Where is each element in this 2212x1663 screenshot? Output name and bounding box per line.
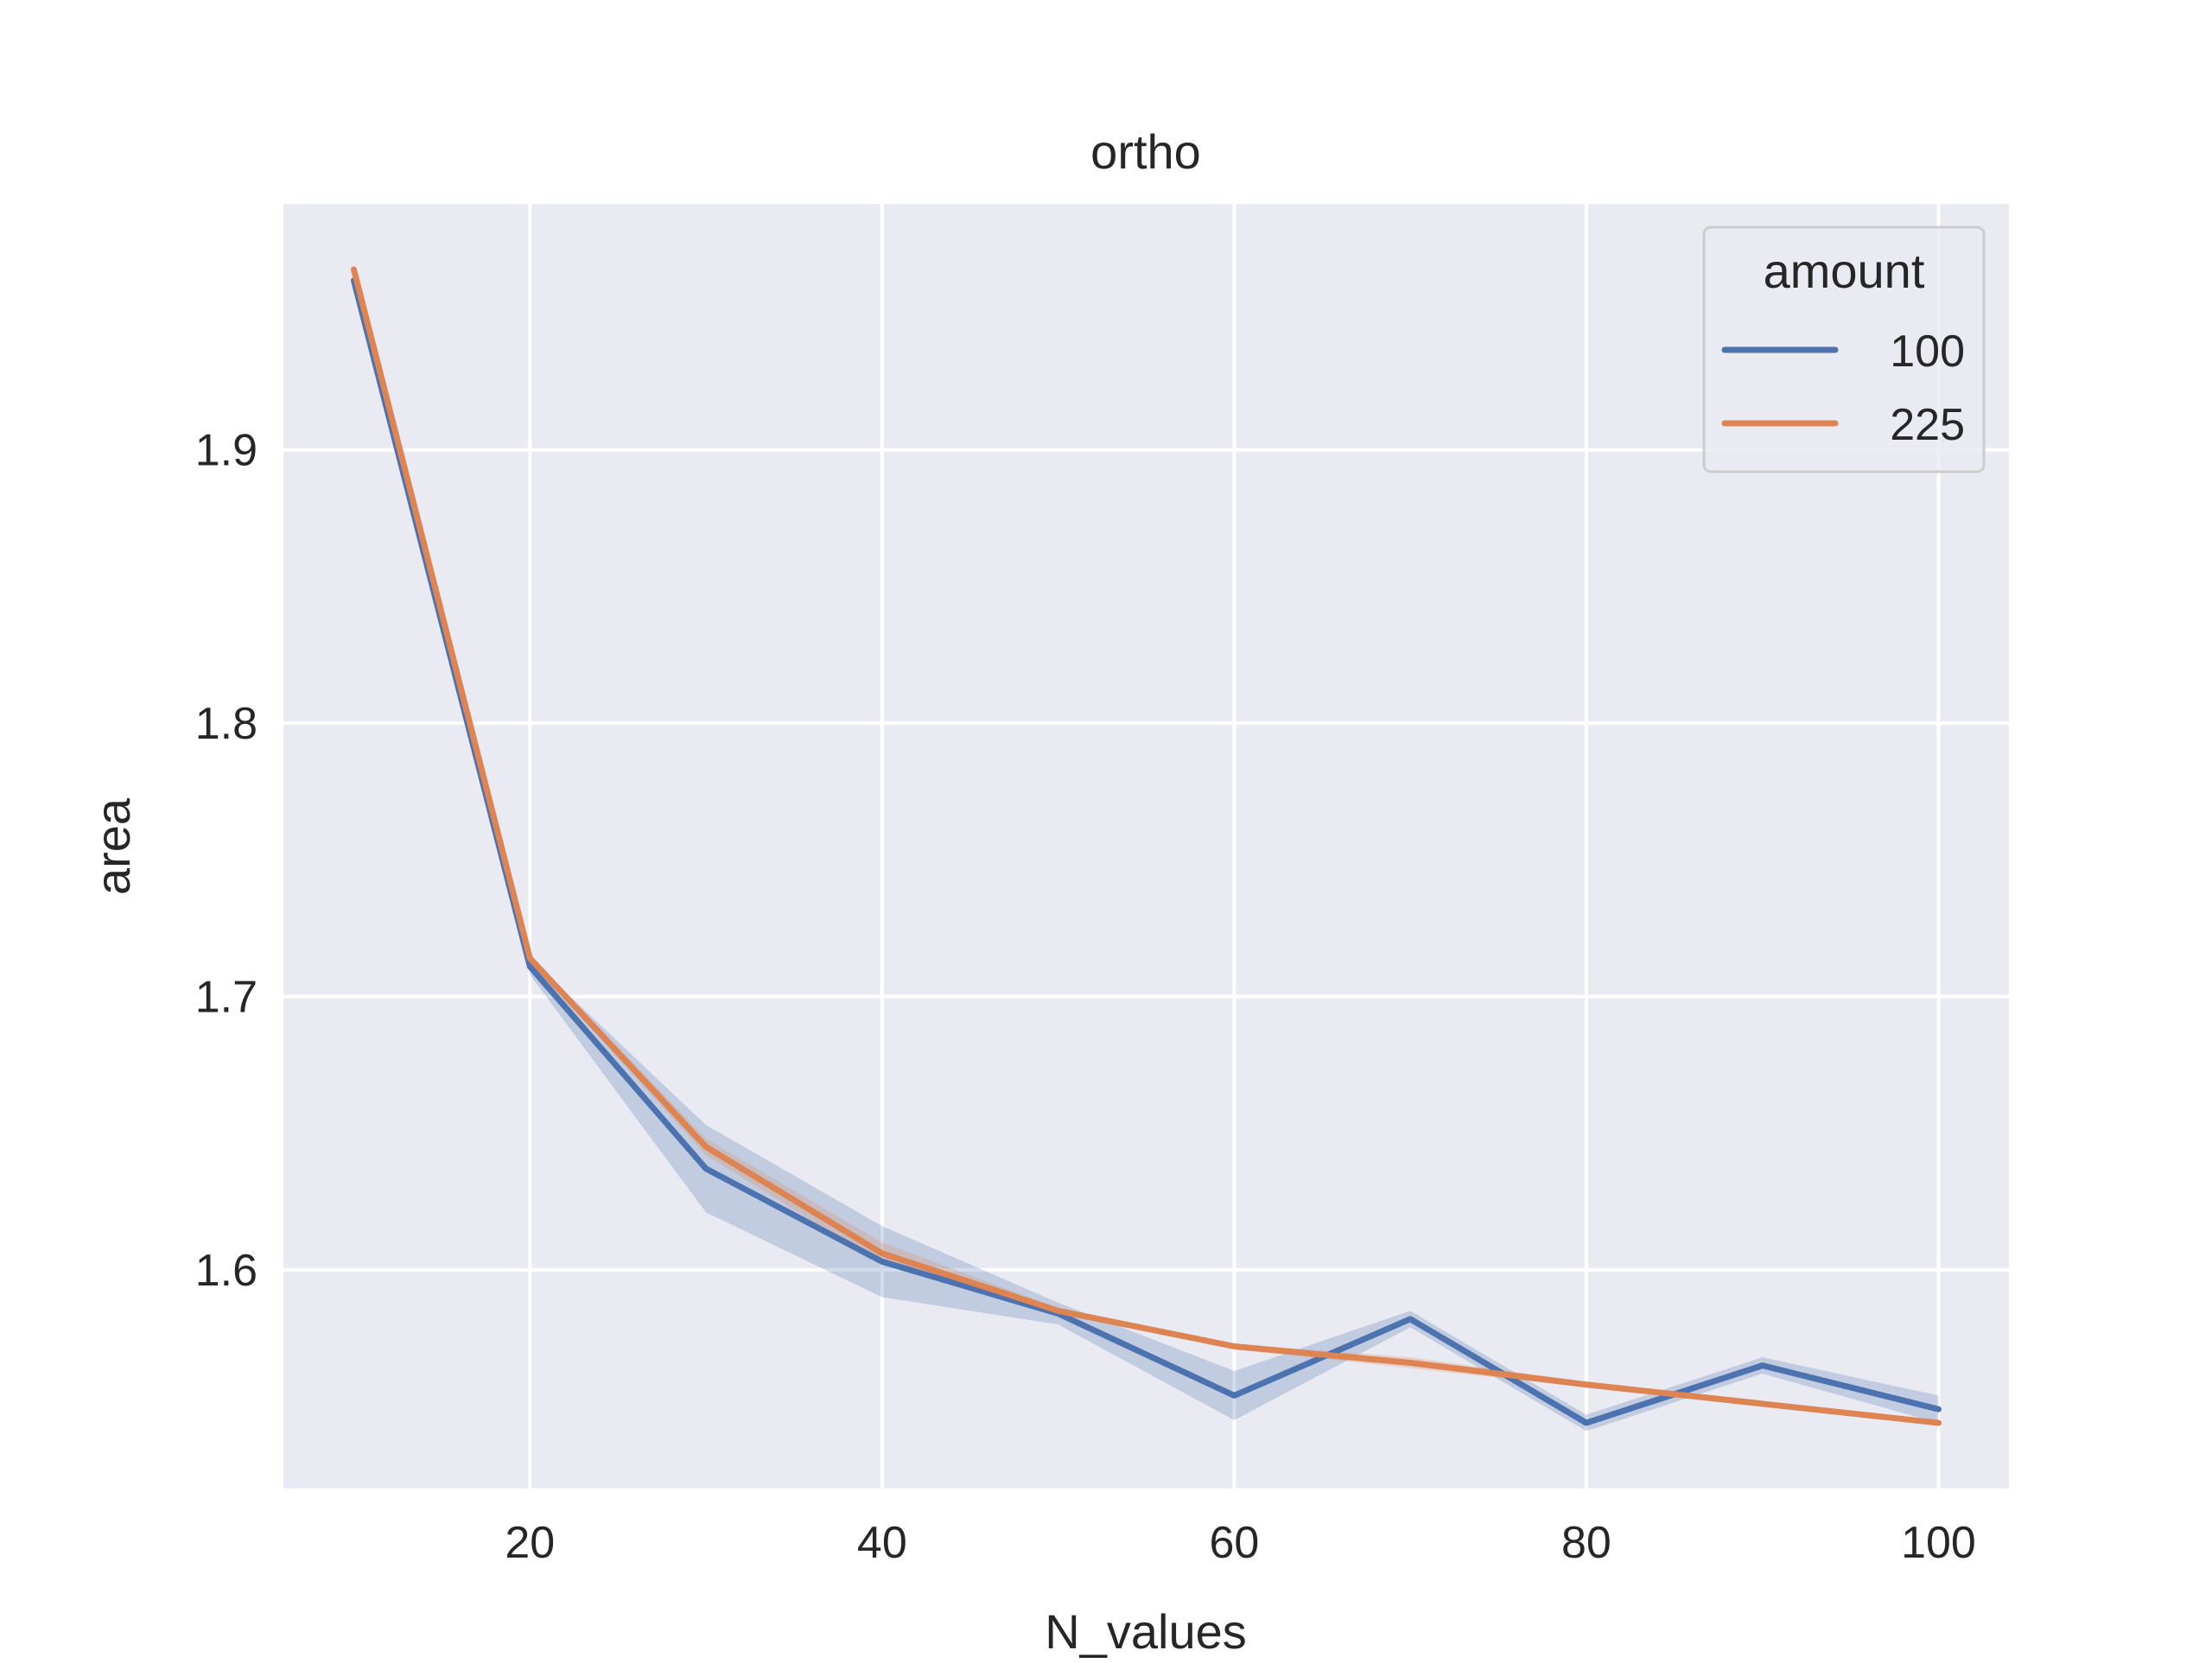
x-axis-label: N_values [1045, 1604, 1246, 1659]
x-tick-label: 80 [1561, 1518, 1611, 1568]
legend-box [1702, 225, 1986, 473]
tick-labels: 20 40 60 80 100 1.6 1.7 1.8 1.9 [195, 426, 1976, 1568]
legend-title: amount [1764, 244, 1925, 298]
series-lines [351, 266, 1942, 1426]
chart-title: ortho [1090, 124, 1201, 179]
legend-label-100: 100 [1890, 327, 1965, 377]
x-tick-label: 100 [1901, 1518, 1976, 1568]
y-tick-label: 1.8 [195, 699, 257, 749]
y-tick-label: 1.9 [195, 426, 257, 476]
x-tick-label: 20 [505, 1518, 555, 1568]
series-line-225 [351, 266, 1942, 1426]
y-tick-label: 1.6 [195, 1246, 257, 1296]
y-tick-label: 1.7 [195, 973, 257, 1023]
x-tick-label: 40 [857, 1518, 907, 1568]
legend: amount 100 225 [1702, 225, 1986, 473]
y-axis-label: area [86, 797, 140, 895]
grid [283, 204, 2009, 1488]
x-tick-label: 60 [1209, 1518, 1259, 1568]
legend-label-225: 225 [1890, 400, 1965, 450]
